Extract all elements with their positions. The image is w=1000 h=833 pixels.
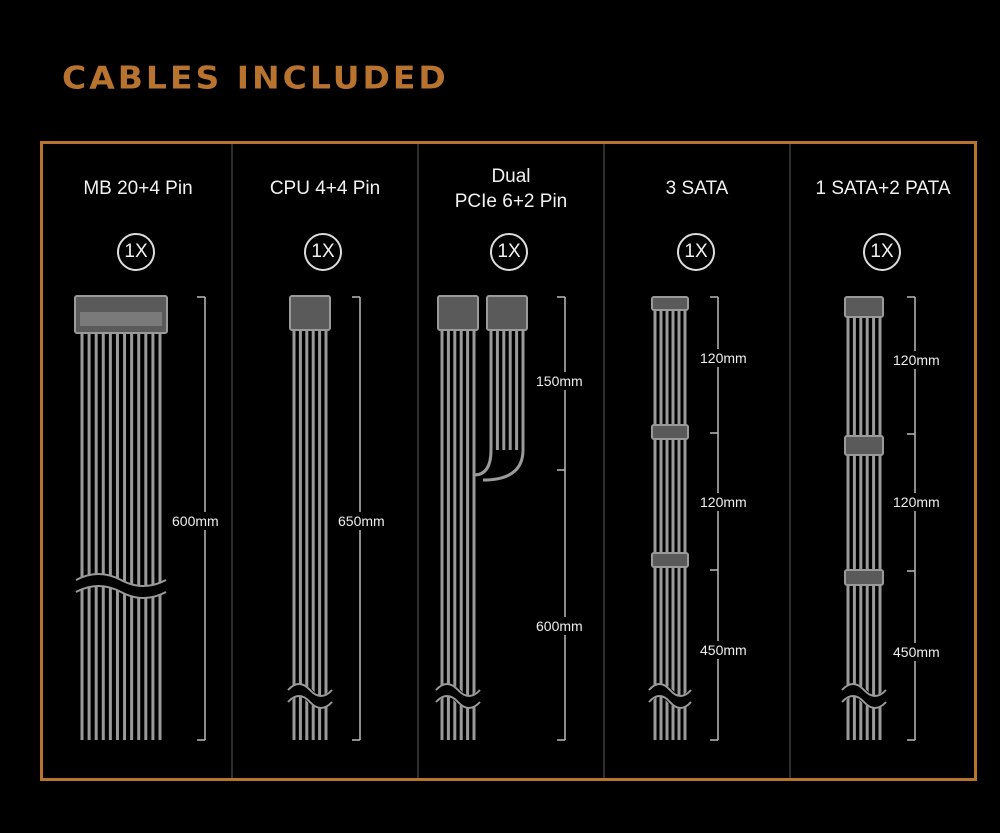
cable-break <box>283 684 337 708</box>
cables-frame <box>40 141 977 781</box>
length-label: 120mm <box>893 493 940 511</box>
connector <box>437 295 479 331</box>
connector-latch <box>80 312 162 326</box>
cable-break <box>837 684 891 708</box>
connector <box>844 296 884 318</box>
connector <box>844 569 884 586</box>
wire-merge <box>473 449 493 477</box>
connector <box>486 295 528 331</box>
cable-break-edge <box>841 683 887 697</box>
quantity-badge: 1X <box>304 233 342 271</box>
cable-break <box>644 684 696 708</box>
cable-break-edge <box>75 573 167 587</box>
length-label: 120mm <box>700 349 747 367</box>
connector <box>651 424 689 440</box>
cable-break-edge <box>435 683 481 697</box>
length-label: 150mm <box>536 372 583 390</box>
quantity-badge: 1X <box>677 233 715 271</box>
length-label: 600mm <box>172 512 219 530</box>
cable-break-edge <box>287 683 333 697</box>
cable-break-edge <box>648 695 692 709</box>
cable-break <box>431 684 485 708</box>
length-label: 600mm <box>536 617 583 635</box>
cable-break-edge <box>435 695 481 709</box>
column-divider <box>231 144 233 778</box>
quantity-badge: 1X <box>863 233 901 271</box>
length-label: 450mm <box>893 643 940 661</box>
wire-merge <box>482 449 525 482</box>
connector <box>289 295 331 331</box>
length-label: 120mm <box>893 351 940 369</box>
length-label: 450mm <box>700 641 747 659</box>
cable-break-edge <box>648 683 692 697</box>
connector <box>844 435 884 456</box>
cable-name-pcie-line2: PCIe 6+2 Pin <box>454 191 568 212</box>
connector <box>651 552 689 568</box>
length-label: 650mm <box>338 512 385 530</box>
cable-name-sata: 3 SATA <box>665 178 729 199</box>
cable-name-pcie-line1: Dual <box>491 166 531 187</box>
cable-break-edge <box>287 695 333 709</box>
cable-name-sata-pata: 1 SATA+2 PATA <box>815 178 951 199</box>
column-divider <box>789 144 791 778</box>
quantity-badge: 1X <box>490 233 528 271</box>
cable-break <box>73 574 169 598</box>
length-label: 120mm <box>700 493 747 511</box>
page-title: CABLES INCLUDED <box>62 58 449 97</box>
cable-name-cpu: CPU 4+4 Pin <box>269 178 381 199</box>
cable-name-mb: MB 20+4 Pin <box>83 178 193 199</box>
cable-break-edge <box>75 585 167 599</box>
quantity-badge: 1X <box>117 233 155 271</box>
column-divider <box>603 144 605 778</box>
column-divider <box>417 144 419 778</box>
cable-break-edge <box>841 695 887 709</box>
connector <box>651 296 689 311</box>
